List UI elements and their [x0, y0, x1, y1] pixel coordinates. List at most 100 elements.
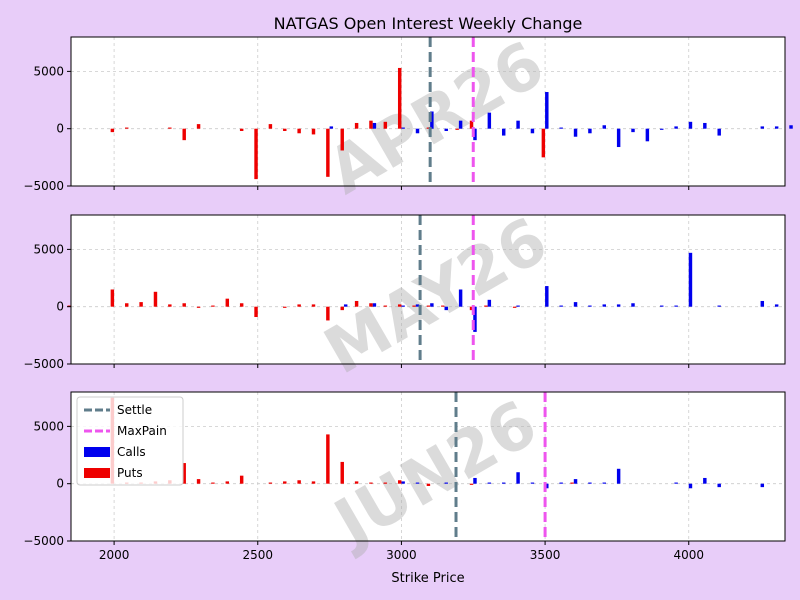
call-bar: [660, 305, 664, 307]
y-tick-label: −5000: [23, 179, 64, 193]
put-bar: [354, 300, 359, 307]
call-bar: [545, 483, 549, 489]
call-bar: [516, 472, 520, 484]
put-bar: [211, 305, 215, 307]
call-bar: [372, 303, 377, 307]
put-bar: [383, 482, 388, 484]
put-bar: [397, 480, 402, 484]
call-bar: [545, 286, 549, 307]
chart-title: NATGAS Open Interest Weekly Change: [274, 14, 583, 33]
put-bar: [196, 306, 201, 308]
put-bar: [369, 303, 373, 307]
y-tick-label: 5000: [33, 419, 64, 433]
call-bar: [760, 483, 765, 488]
call-bar: [717, 483, 721, 488]
put-bar: [426, 127, 431, 129]
legend-label: Settle: [117, 403, 152, 417]
put-bar: [570, 482, 574, 484]
call-bar: [487, 482, 492, 484]
call-bar: [573, 128, 578, 137]
call-bar: [343, 304, 348, 307]
put-bar: [168, 304, 172, 307]
put-bar: [283, 128, 287, 131]
put-bar: [268, 124, 273, 129]
y-tick-label: 0: [56, 300, 64, 314]
call-bar: [559, 127, 563, 129]
x-tick-label: 3000: [386, 548, 417, 562]
put-bar: [182, 303, 186, 307]
put-bar: [311, 481, 316, 484]
plot-frame: [70, 36, 786, 187]
put-bar: [196, 124, 201, 129]
put-bar: [426, 483, 431, 486]
call-bar: [444, 482, 448, 484]
x-tick-label: 4000: [673, 548, 704, 562]
call-bar: [760, 126, 765, 129]
put-bar: [397, 67, 402, 129]
call-bar: [774, 126, 779, 129]
call-bar: [660, 128, 664, 130]
y-tick-label: 0: [56, 477, 64, 491]
put-bar: [469, 306, 474, 311]
put-bar: [412, 305, 416, 307]
call-bar: [516, 305, 520, 307]
put-bar: [426, 305, 431, 307]
put-bar: [268, 482, 273, 484]
put-bar: [455, 128, 459, 130]
put-bar: [326, 128, 330, 177]
put-bar: [326, 434, 330, 484]
put-bar: [182, 463, 186, 484]
plot-frame: [70, 214, 786, 365]
put-bar: [182, 128, 186, 141]
call-bar: [631, 128, 635, 133]
call-bar: [430, 111, 434, 129]
y-tick-label: −5000: [23, 357, 64, 371]
put-bar: [484, 305, 488, 307]
call-bar: [789, 125, 793, 129]
call-bar: [674, 126, 678, 129]
call-bar: [415, 482, 420, 484]
put-bar: [139, 302, 143, 307]
call-bar: [760, 300, 765, 307]
call-bar: [573, 302, 578, 307]
call-bar: [329, 126, 334, 129]
put-bar: [369, 482, 373, 484]
call-bar: [444, 306, 448, 311]
put-bar: [283, 306, 287, 308]
put-bar: [541, 128, 546, 158]
call-bar: [559, 305, 563, 307]
call-bar: [501, 482, 506, 484]
call-bar: [401, 481, 405, 484]
put-bar: [211, 482, 215, 484]
y-tick-label: 5000: [33, 64, 64, 78]
call-bar: [545, 92, 549, 129]
call-bar: [616, 128, 621, 148]
put-bar: [297, 480, 301, 484]
put-bar: [383, 305, 388, 307]
call-bar: [717, 305, 721, 307]
put-bar: [469, 120, 474, 129]
put-bar: [110, 289, 115, 307]
put-bar: [153, 291, 158, 307]
x-axis-label: Strike Price: [391, 571, 464, 586]
put-bar: [340, 461, 344, 484]
x-tick-label: 2000: [99, 548, 130, 562]
put-bar: [441, 305, 445, 307]
put-bar: [383, 121, 388, 129]
plot-area: [71, 215, 785, 364]
put-bar: [354, 481, 359, 484]
call-bar: [458, 120, 463, 129]
call-bar: [588, 305, 592, 307]
put-bar: [297, 128, 301, 134]
put-bar: [326, 306, 330, 321]
put-bar: [254, 306, 258, 318]
call-bar: [458, 289, 463, 307]
call-bar: [703, 122, 707, 129]
x-tick-label: 3500: [530, 548, 561, 562]
put-bar: [369, 120, 373, 129]
call-bar: [588, 128, 592, 134]
call-bar: [688, 252, 693, 307]
